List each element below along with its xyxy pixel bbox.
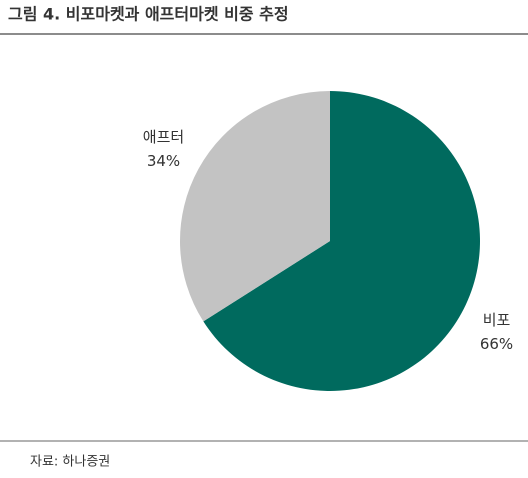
chart-title: 그림 4. 비포마켓과 애프터마켓 비중 추정 [8,5,289,24]
slice-value-label: 34% [147,152,180,170]
pie-slice [180,91,330,322]
source: 자료: 하나증권 [30,455,110,470]
slice-value-label: 66% [480,335,513,353]
slice-label: 애프터 [143,128,184,146]
pie-slice [203,91,481,391]
slice-label: 비포 [483,311,511,329]
